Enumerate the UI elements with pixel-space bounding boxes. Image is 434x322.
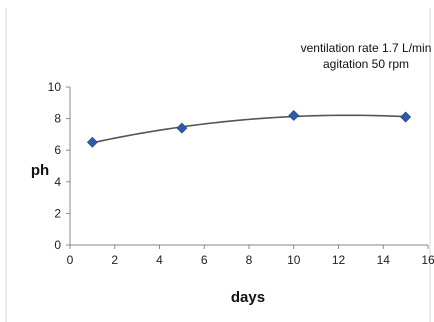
x-tick-label: 8 bbox=[246, 253, 253, 267]
y-tick-label: 2 bbox=[54, 206, 61, 220]
y-tick-label: 4 bbox=[54, 175, 61, 189]
y-tick-label: 6 bbox=[54, 143, 61, 157]
x-tick-label: 16 bbox=[421, 253, 434, 267]
x-tick-label: 2 bbox=[111, 253, 118, 267]
x-axis-title: days bbox=[231, 289, 265, 306]
x-tick-label: 12 bbox=[332, 253, 346, 267]
data-point bbox=[176, 122, 188, 134]
y-tick-label: 10 bbox=[48, 80, 62, 94]
y-tick-label: 8 bbox=[54, 112, 61, 126]
annotation-ventilation: ventilation rate 1.7 L/min bbox=[301, 41, 432, 55]
data-points bbox=[86, 110, 412, 148]
x-tick-label: 0 bbox=[67, 253, 74, 267]
data-point bbox=[288, 110, 300, 121]
x-tick-labels: 0 2 4 6 8 10 12 14 16 bbox=[67, 245, 434, 267]
trendline bbox=[92, 114, 406, 144]
x-tick-label: 6 bbox=[201, 253, 208, 267]
data-point bbox=[86, 136, 98, 148]
axes bbox=[69, 87, 428, 246]
annotation-agitation: agitation 50 rpm bbox=[323, 57, 409, 71]
y-axis-title: ph bbox=[31, 162, 49, 179]
y-tick-labels: 0 2 4 6 8 10 bbox=[48, 80, 70, 252]
data-point bbox=[400, 111, 412, 123]
x-tick-label: 4 bbox=[156, 253, 163, 267]
x-tick-label: 14 bbox=[377, 253, 391, 267]
x-tick-label: 10 bbox=[287, 253, 301, 267]
y-tick-label: 0 bbox=[54, 238, 61, 252]
